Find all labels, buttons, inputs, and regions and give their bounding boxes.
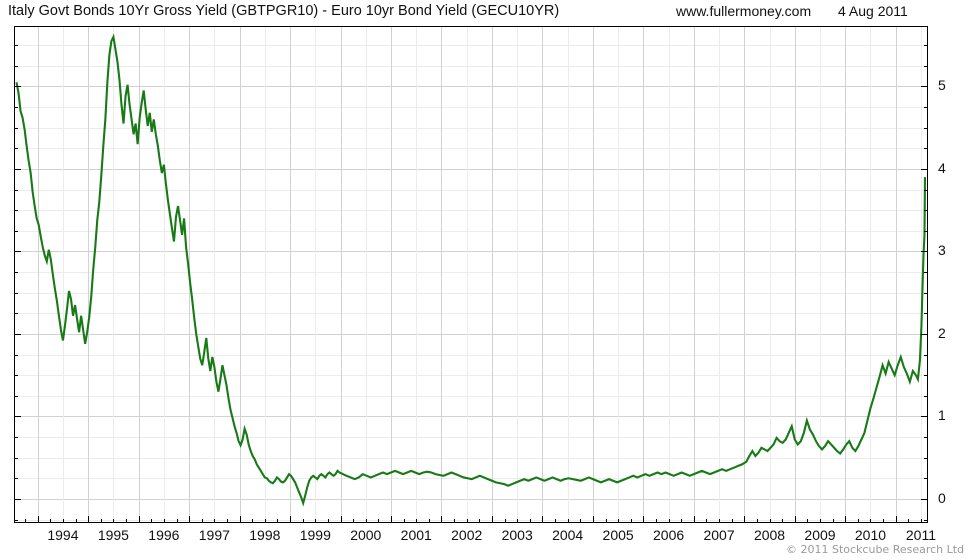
x-axis-tick-label: 2010 <box>854 527 887 543</box>
y-axis-tick-label: 2 <box>938 324 946 341</box>
chart-date-label: 4 Aug 2011 <box>838 3 908 19</box>
x-axis-tick-label: 1999 <box>299 527 331 543</box>
y-axis-tick-label: 0 <box>938 489 946 506</box>
x-axis-tick-label: 1996 <box>148 527 180 543</box>
x-axis-tick-label: 1997 <box>198 527 230 543</box>
x-axis-tick-label: 2007 <box>703 527 735 543</box>
x-axis-tick-label: 2008 <box>753 527 786 543</box>
y-axis-tick-label: 5 <box>938 77 946 94</box>
chart-title: Italy Govt Bonds 10Yr Gross Yield (GBTPG… <box>8 3 560 19</box>
x-axis-tick-label: 1995 <box>97 527 129 543</box>
chart-header: Italy Govt Bonds 10Yr Gross Yield (GBTPG… <box>0 0 980 26</box>
x-axis-tick-label: 2005 <box>602 527 634 543</box>
y-axis-tick-label: 3 <box>938 242 946 259</box>
grid-lines <box>15 27 927 522</box>
x-axis-tick-label: 2001 <box>400 527 432 543</box>
x-axis-tick-label: 2000 <box>350 527 382 543</box>
x-axis-tick-label: 1994 <box>47 527 79 543</box>
series-line-italy-euro-spread <box>15 33 927 507</box>
x-axis-tick-label: 1998 <box>249 527 281 543</box>
x-axis-tick-label: 2011 <box>905 527 936 543</box>
x-axis-tick-label: 2004 <box>552 527 584 543</box>
x-axis-tick-label: 2002 <box>451 527 483 543</box>
x-axis-tick-label: 2003 <box>501 527 533 543</box>
plot-area <box>14 26 928 523</box>
y-axis-tick-label: 4 <box>938 159 946 176</box>
x-axis-tick-label: 2006 <box>653 527 685 543</box>
x-axis-tick-label: 2009 <box>804 527 836 543</box>
copyright-label: © 2011 Stockcube Research Ltd <box>786 543 965 556</box>
y-axis-tick-label: 1 <box>938 407 946 424</box>
source-website-label: www.fullermoney.com <box>676 3 812 19</box>
